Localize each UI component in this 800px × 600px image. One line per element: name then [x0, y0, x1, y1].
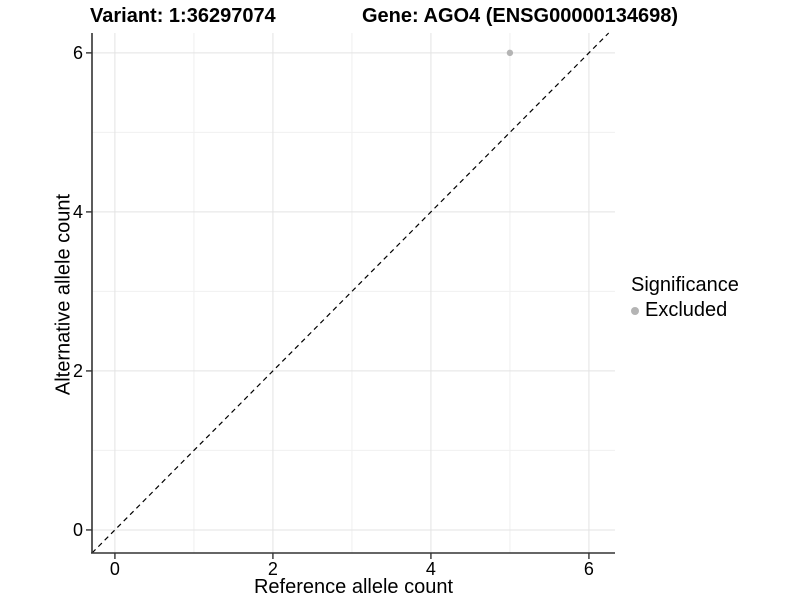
y-tick-label: 4 — [73, 202, 83, 222]
data-point-excluded — [506, 49, 514, 57]
y-tick-label: 2 — [73, 361, 83, 381]
legend-point-marker-icon — [631, 306, 639, 315]
legend-title: Significance — [631, 274, 739, 296]
legend-item-label: Excluded — [645, 299, 728, 321]
x-tick-label: 4 — [426, 559, 436, 579]
x-tick-label: 0 — [110, 559, 120, 579]
plot-title-gene: Gene: AGO4 (ENSG00000134698) — [362, 5, 679, 27]
x-tick-label: 2 — [268, 559, 278, 579]
x-axis-label: Reference allele count — [253, 576, 453, 598]
x-tick-label: 6 — [584, 559, 594, 579]
y-tick-label: 6 — [73, 43, 83, 63]
y-tick-label: 0 — [73, 520, 83, 540]
plot-title-variant: Variant: 1:36297074 — [90, 5, 276, 27]
legend: Significance Excluded — [631, 273, 739, 322]
identity-dashed-line — [91, 32, 610, 554]
legend-item-excluded: Excluded — [631, 299, 739, 322]
y-axis-label: Alternative allele count — [52, 193, 75, 396]
